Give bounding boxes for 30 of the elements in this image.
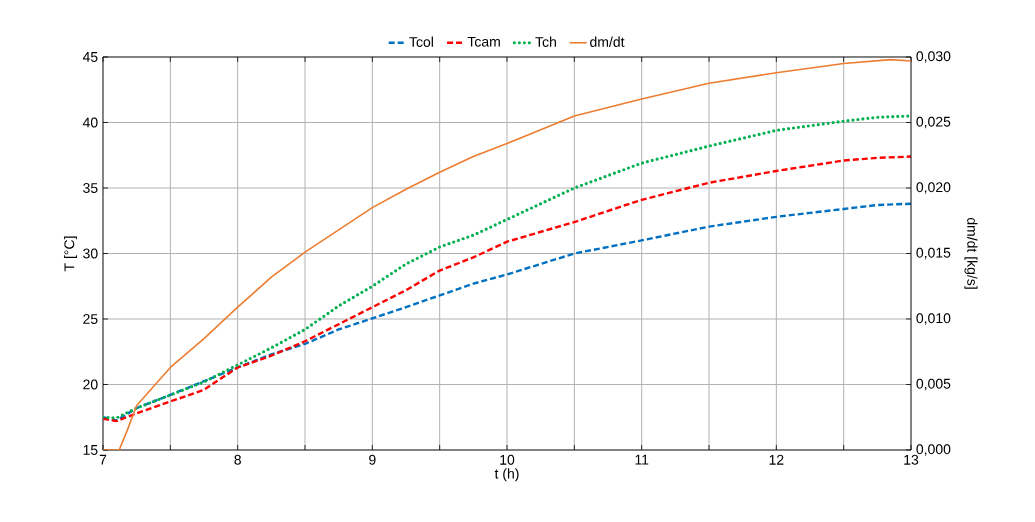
- y2-tick-label: 0,005: [916, 378, 951, 391]
- y-tick-label: 15: [83, 445, 98, 455]
- y-tick-label: 20: [83, 379, 98, 390]
- legend-label: Tch: [535, 36, 556, 47]
- y-tick-label: 45: [82, 52, 98, 62]
- y-axis-title: T [°C]: [63, 236, 78, 272]
- legend-label: Tcol: [409, 36, 433, 47]
- line-series: [103, 202, 912, 422]
- legend-label: dm/dt: [590, 36, 625, 47]
- x-tick-label: 13: [904, 454, 919, 465]
- y2-tick-label: 0,015: [916, 247, 951, 260]
- y-tick-label: 35: [83, 183, 98, 193]
- y2-tick-label: 0,000: [916, 444, 951, 456]
- x-axis-title: t (h): [494, 468, 519, 482]
- y2-tick-label: 0,025: [916, 116, 951, 129]
- x-tick-label: 12: [769, 454, 784, 465]
- x-tick-label: 8: [234, 454, 241, 465]
- legend-label: Tcam: [467, 36, 500, 47]
- y-tick-label: 25: [83, 314, 98, 324]
- x-tick-label: 9: [369, 454, 376, 465]
- x-tick-label: 10: [500, 454, 515, 465]
- y2-tick-label: 0,010: [916, 313, 951, 325]
- y2-tick-label: 0,020: [916, 182, 951, 194]
- y2-axis-title: dm/dt [kg/s]: [964, 217, 978, 289]
- y-tick-label: 30: [83, 248, 98, 259]
- y2-tick-label: 0,030: [916, 51, 951, 63]
- x-tick-label: 7: [99, 454, 107, 465]
- line-series: [103, 58, 912, 450]
- x-tick-label: 11: [635, 454, 649, 465]
- y-tick-label: 40: [82, 117, 98, 128]
